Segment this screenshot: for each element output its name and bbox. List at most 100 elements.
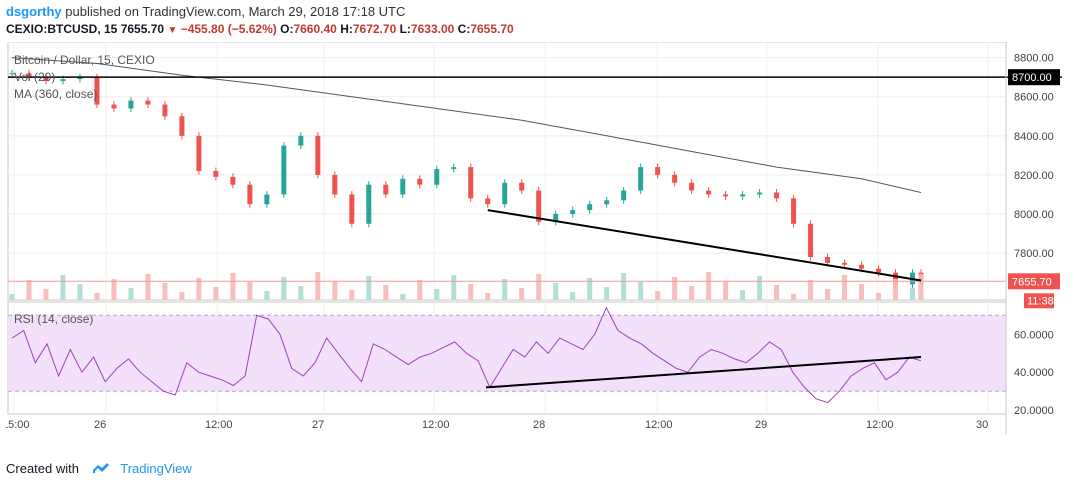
x-tick-label: 12:00 xyxy=(205,419,233,431)
rsi-legend: RSI (14, close) xyxy=(14,312,94,326)
x-tick-label: 29 xyxy=(755,419,767,431)
volume-bar xyxy=(570,292,576,300)
price-tick-label: 8600.00 xyxy=(1014,92,1054,104)
rsi-band xyxy=(8,315,1006,392)
volume-bar xyxy=(672,277,678,300)
symbol-legend: Bitcoin / Dollar, 15, CEXIO xyxy=(14,53,155,67)
volume-bar xyxy=(332,281,338,300)
price-pane xyxy=(7,41,1007,301)
volume-bar xyxy=(740,290,746,300)
candle-body xyxy=(196,135,202,171)
volume-bar xyxy=(587,278,593,300)
author-name[interactable]: dsgorthy xyxy=(6,4,62,19)
volume-bar xyxy=(230,273,236,300)
x-tick-label: 12:00 xyxy=(645,419,673,431)
volume-bar xyxy=(485,293,491,300)
candle-body xyxy=(145,100,151,105)
candle-body xyxy=(128,100,134,109)
footer: Created with TradingView xyxy=(6,461,192,476)
volume-bar xyxy=(757,276,763,300)
volume-bar xyxy=(213,287,219,300)
volume-bar xyxy=(638,282,644,300)
candle-body xyxy=(485,198,491,205)
rsi-trendline xyxy=(485,356,922,389)
volume-bar xyxy=(298,286,304,300)
price-tick-label: 8400.00 xyxy=(1014,131,1054,143)
volume-bar xyxy=(383,285,389,300)
rsi-tick-label: 20.0000 xyxy=(1014,405,1054,417)
low-value: 7633.00 xyxy=(410,22,455,36)
candle-body xyxy=(230,176,236,185)
volume-bar xyxy=(689,286,695,300)
level-label: 8700.00 xyxy=(1012,72,1052,84)
volume-bar xyxy=(315,272,321,300)
tradingview-brand[interactable]: TradingView xyxy=(120,461,192,476)
candle-body xyxy=(247,184,253,205)
tradingview-cloud-icon xyxy=(92,463,109,473)
candle-body xyxy=(315,135,321,175)
rsi-tick-label: 60.0000 xyxy=(1014,329,1054,341)
volume-bar xyxy=(349,290,355,300)
volume-bar xyxy=(145,274,151,300)
volume-bar xyxy=(842,275,848,300)
candle-body xyxy=(43,77,49,82)
candle-body xyxy=(400,178,406,195)
volume-bar xyxy=(519,288,525,300)
candle-body xyxy=(791,198,797,224)
x-tick-label: 27 xyxy=(312,419,324,431)
ohlc-header: CEXIO:BTCUSD, 15 7655.70 ▼ −455.80 (−5.6… xyxy=(6,22,514,36)
price-tick-label: 8800.00 xyxy=(1014,53,1054,65)
close-value: 7655.70 xyxy=(470,22,514,36)
candle-body xyxy=(111,104,117,109)
chart-svg[interactable]: 8800.00 8600.00 8400.00 8200.00 8000.00 7800.… xyxy=(2,41,1070,434)
volume-bar xyxy=(468,284,474,300)
open-label: O: xyxy=(280,22,294,36)
candle-body xyxy=(162,104,168,117)
volume-bar xyxy=(825,289,831,300)
rsi-line xyxy=(11,306,922,404)
publish-info: dsgorthy published on TradingView.com, M… xyxy=(6,4,405,19)
countdown-label: 11:38 xyxy=(1027,295,1054,307)
candle-body xyxy=(604,200,610,205)
price-tick-label: 8000.00 xyxy=(1014,209,1054,221)
volume-bar xyxy=(434,289,440,300)
volume-bar xyxy=(451,275,457,300)
candle-body xyxy=(553,214,559,222)
candle-body xyxy=(366,184,372,224)
candle-body xyxy=(264,194,270,205)
volume-bar xyxy=(918,274,924,300)
volume-bar xyxy=(655,291,661,300)
volume-bar xyxy=(400,294,406,300)
candle-body xyxy=(587,204,593,211)
volume-bar xyxy=(621,273,627,300)
high-label: H: xyxy=(340,22,353,36)
candle-body xyxy=(519,182,525,191)
candle-body xyxy=(332,174,338,195)
candle-body xyxy=(689,182,695,191)
x-tick-label: 12:00 xyxy=(866,419,894,431)
candle-body xyxy=(842,262,848,265)
candle-body xyxy=(94,77,100,105)
candle-body xyxy=(179,116,185,136)
volume-bar xyxy=(26,280,32,300)
volume-bar xyxy=(162,283,168,300)
chart-area[interactable]: 8800.00 8600.00 8400.00 8200.00 8000.00 7800.… xyxy=(2,41,1070,434)
candle-body xyxy=(77,77,83,80)
last-price: 7655.70 xyxy=(120,22,165,36)
volume-bar xyxy=(366,276,372,300)
rsi-tick-label: 40.0000 xyxy=(1014,367,1054,379)
candle-body xyxy=(808,223,814,257)
candle-body xyxy=(9,73,15,75)
candle-body xyxy=(638,167,644,191)
candle-body xyxy=(825,257,831,263)
low-label: L: xyxy=(399,22,411,36)
x-tick-label: 12:00 xyxy=(422,419,450,431)
volume-bar xyxy=(774,285,780,300)
candle-body xyxy=(349,194,355,224)
candle-body xyxy=(468,167,474,199)
candle-body xyxy=(213,171,219,177)
countdown-bg xyxy=(1024,293,1054,309)
volume-bar xyxy=(536,274,542,300)
candle-body xyxy=(893,272,899,285)
x-tick-label: 28 xyxy=(533,419,545,431)
